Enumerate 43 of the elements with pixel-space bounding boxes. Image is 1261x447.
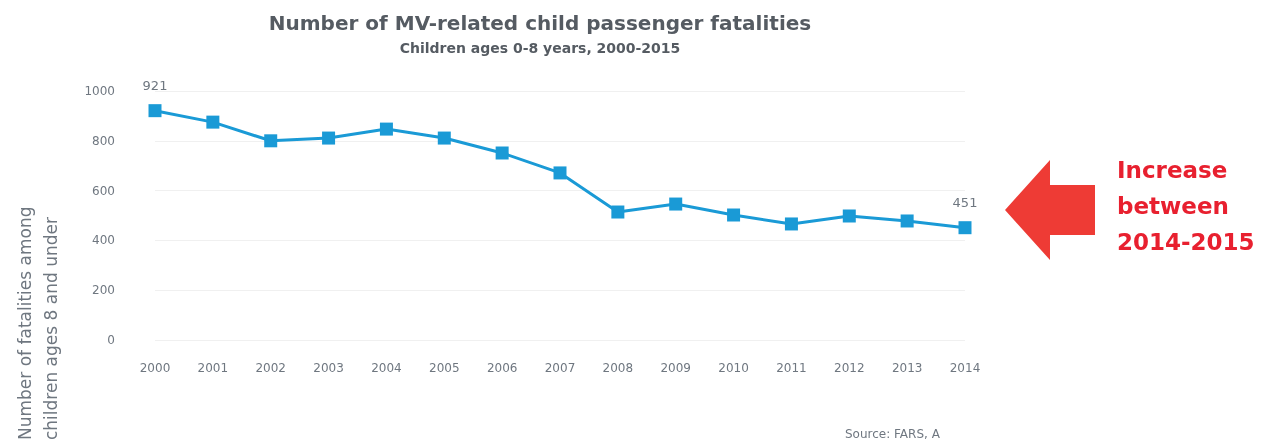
data-label: 921 <box>142 78 168 94</box>
x-tick-label: 2005 <box>429 361 460 375</box>
point <box>148 104 162 118</box>
point <box>900 214 914 228</box>
y-axis-title: Number of fatalities among children ages 8 and under <box>15 201 61 440</box>
point <box>322 131 336 145</box>
x-tick-label: 2006 <box>486 361 518 375</box>
x-tick-label: 2014 <box>949 361 981 375</box>
x-tick-label: 2003 <box>313 361 344 375</box>
y-tick-label: 1000 <box>84 84 115 98</box>
data-label: 451 <box>952 195 978 211</box>
x-tick-label: 2007 <box>544 361 576 375</box>
source-note: Source: FARS, A <box>845 427 941 441</box>
point <box>727 208 741 222</box>
point <box>495 146 509 160</box>
x-tick-label: 2008 <box>602 361 634 375</box>
point <box>784 217 798 231</box>
point <box>842 209 856 223</box>
x-tick-label: 2009 <box>660 361 691 375</box>
y-tick-label: 200 <box>92 283 115 298</box>
y-tick-label: 0 <box>107 333 115 347</box>
point <box>206 115 220 129</box>
y-tick-label: 800 <box>92 133 115 148</box>
x-tick-label: 2011 <box>776 361 807 375</box>
point <box>611 205 625 219</box>
y-tick-label: 600 <box>92 183 115 198</box>
point <box>264 134 278 148</box>
y-tick-label: 400 <box>92 233 115 248</box>
x-tick-label: 2004 <box>371 361 402 375</box>
point <box>669 197 683 211</box>
x-tick-label: 2001 <box>197 361 229 375</box>
point <box>379 122 393 136</box>
point <box>958 221 972 235</box>
chart-subtitle: Children ages 0-8 years, 2000-2015 <box>399 40 681 56</box>
x-tick-label: 2010 <box>718 361 749 375</box>
point <box>553 166 567 180</box>
x-tick-label: 2000 <box>139 361 171 375</box>
x-tick-label: 2002 <box>255 361 286 375</box>
chart-title: Number of MV-related child passenger fatalities <box>268 11 812 35</box>
text: Increase between 2014-2015 <box>1117 157 1255 255</box>
point <box>437 131 451 145</box>
x-tick-label: 2012 <box>834 361 865 375</box>
x-tick-label: 2013 <box>891 361 923 375</box>
